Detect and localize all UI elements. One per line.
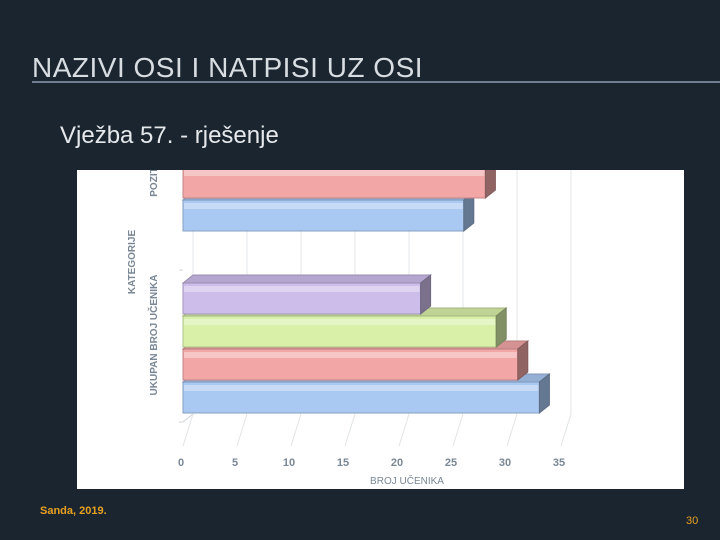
bar-side [495, 306, 507, 349]
x-tick-label: 20 [391, 457, 403, 469]
x-tick-label: 5 [232, 457, 238, 469]
bar-highlight [184, 352, 517, 358]
y-axis-label: KATEGORIJE [127, 230, 138, 295]
y-axis-label: UKUPAN BROJ UČENIKA [147, 275, 160, 396]
x-tick-label: 30 [499, 457, 511, 469]
footer-author: Sanda, 2019. [40, 505, 107, 517]
slide-subtitle: Vježba 57. - rješenje [60, 122, 279, 149]
grid-line-floor [560, 413, 572, 447]
bar-highlight [184, 203, 463, 209]
chart-floor-edge [182, 413, 194, 423]
x-tick-label: 10 [283, 457, 295, 469]
chart-svg: 0 5 10 15 20 25 30 35 BROJ UČENIKA UKUPAN BROJ UČ… [127, 170, 572, 487]
page-number: 30 [686, 515, 699, 527]
slide-title: NAZIVI OSI I NATPISI UZ OSI [32, 52, 424, 83]
bar-side [420, 273, 432, 316]
bar-highlight [184, 170, 485, 176]
bar-front [182, 315, 497, 348]
bar-highlight [184, 319, 496, 325]
x-tick-label: 25 [445, 457, 457, 469]
x-axis-label: BROJ UČENIKA [370, 474, 444, 487]
bar-chart: 0 5 10 15 20 25 30 35 BROJ UČENIKA UKUPAN BROJ UČ… [77, 170, 684, 489]
bar-highlight [184, 286, 420, 292]
x-tick-label: 0 [178, 457, 184, 469]
grid-line-floor [506, 413, 518, 447]
y-axis-label: POZIT [149, 170, 160, 197]
x-tick-label: 15 [337, 457, 349, 469]
x-tick-label: 35 [553, 457, 565, 469]
grid-line-floor [182, 413, 194, 447]
bar-side [538, 372, 550, 415]
grid-line-floor [344, 413, 356, 447]
grid-line-floor [398, 413, 410, 447]
bar-front [182, 282, 422, 315]
bar-highlight [184, 385, 539, 391]
title-divider [32, 81, 720, 83]
bar-side [517, 339, 529, 382]
grid-line-floor [452, 413, 464, 447]
bar-top [181, 274, 433, 284]
grid-line-floor [290, 413, 302, 447]
bar-side [484, 170, 496, 200]
grid-line-floor [236, 413, 248, 447]
bar-front [182, 170, 486, 199]
